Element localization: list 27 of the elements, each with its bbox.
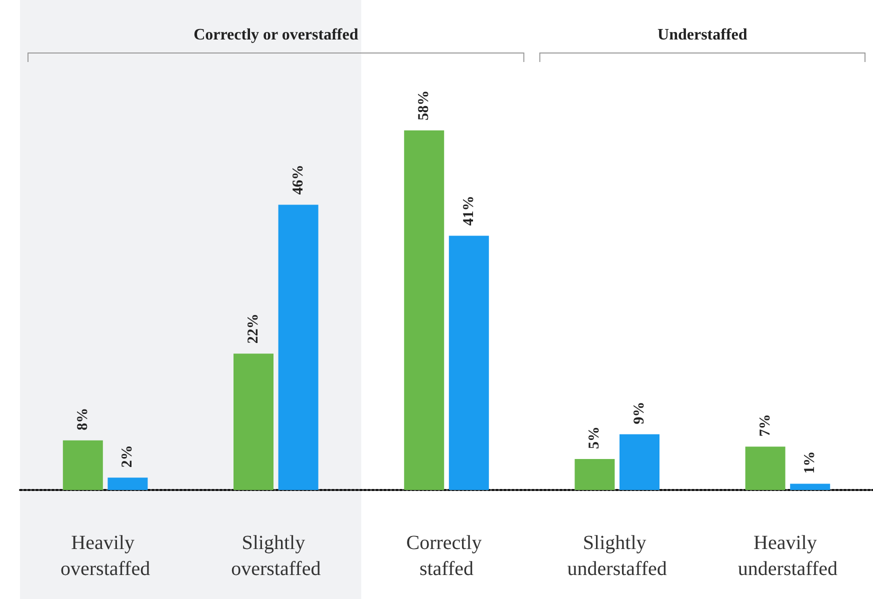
- bar: [62, 440, 103, 490]
- data-label: 2%: [120, 445, 136, 468]
- bar: [234, 354, 274, 490]
- bar: [404, 130, 444, 490]
- data-label: 1%: [802, 451, 818, 474]
- bar: [574, 459, 615, 490]
- bar: [448, 236, 489, 490]
- data-label: 5%: [586, 426, 603, 449]
- data-label: 8%: [74, 408, 91, 430]
- x-tick-label: Slightly understaffed: [567, 532, 667, 580]
- data-label: 9%: [632, 402, 648, 424]
- text: Understaffed: [658, 26, 748, 44]
- bar: [790, 484, 830, 490]
- bar: [620, 434, 660, 490]
- x-tick-label: Heavily overstaffed: [60, 532, 150, 580]
- x-tick-label: Slightly overstaffed: [231, 532, 321, 580]
- data-label: 46%: [290, 164, 306, 195]
- text: Correctly or overstaffed: [194, 26, 358, 44]
- data-label: 41%: [460, 196, 477, 226]
- x-tick-label: Correctly staffed: [406, 532, 487, 580]
- bar: [108, 478, 148, 490]
- data-label: 58%: [416, 90, 432, 120]
- data-label: 22%: [246, 314, 262, 344]
- data-label: 7%: [757, 414, 774, 437]
- x-tick-label: Heavily understaffed: [738, 532, 838, 580]
- bar: [745, 446, 786, 490]
- bar: [278, 204, 318, 490]
